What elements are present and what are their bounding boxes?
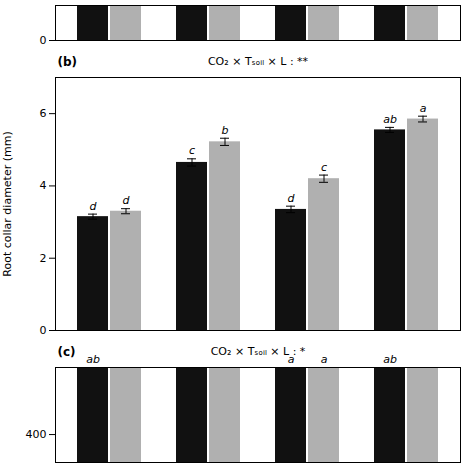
svg-text:0: 0 bbox=[40, 324, 47, 335]
svg-text:0: 0 bbox=[40, 34, 47, 45]
svg-text:6: 6 bbox=[40, 107, 47, 120]
svg-text:Root collar diameter (mm): Root collar diameter (mm) bbox=[1, 131, 14, 276]
svg-text:CO₂ × Tₛₒᵢₗ × L : *: CO₂ × Tₛₒᵢₗ × L : * bbox=[211, 345, 306, 358]
svg-text:a: a bbox=[287, 353, 295, 366]
svg-text:a: a bbox=[420, 102, 427, 115]
svg-text:(b): (b) bbox=[58, 55, 78, 69]
svg-text:d: d bbox=[90, 200, 98, 213]
svg-text:ab: ab bbox=[86, 353, 100, 366]
svg-text:400: 400 bbox=[26, 428, 47, 441]
svg-text:c: c bbox=[321, 161, 327, 174]
svg-text:2: 2 bbox=[40, 252, 47, 265]
svg-text:d: d bbox=[288, 192, 296, 205]
svg-text:c: c bbox=[189, 144, 195, 157]
svg-text:d: d bbox=[123, 194, 131, 207]
svg-text:ab: ab bbox=[383, 353, 397, 366]
svg-text:a: a bbox=[321, 353, 328, 366]
svg-text:ab: ab bbox=[383, 113, 397, 126]
svg-text:(c): (c) bbox=[58, 345, 76, 359]
svg-text:b: b bbox=[222, 124, 229, 137]
svg-text:CO₂ × Tₛₒᵢₗ × L : **: CO₂ × Tₛₒᵢₗ × L : ** bbox=[208, 55, 309, 68]
svg-text:4: 4 bbox=[40, 179, 47, 192]
